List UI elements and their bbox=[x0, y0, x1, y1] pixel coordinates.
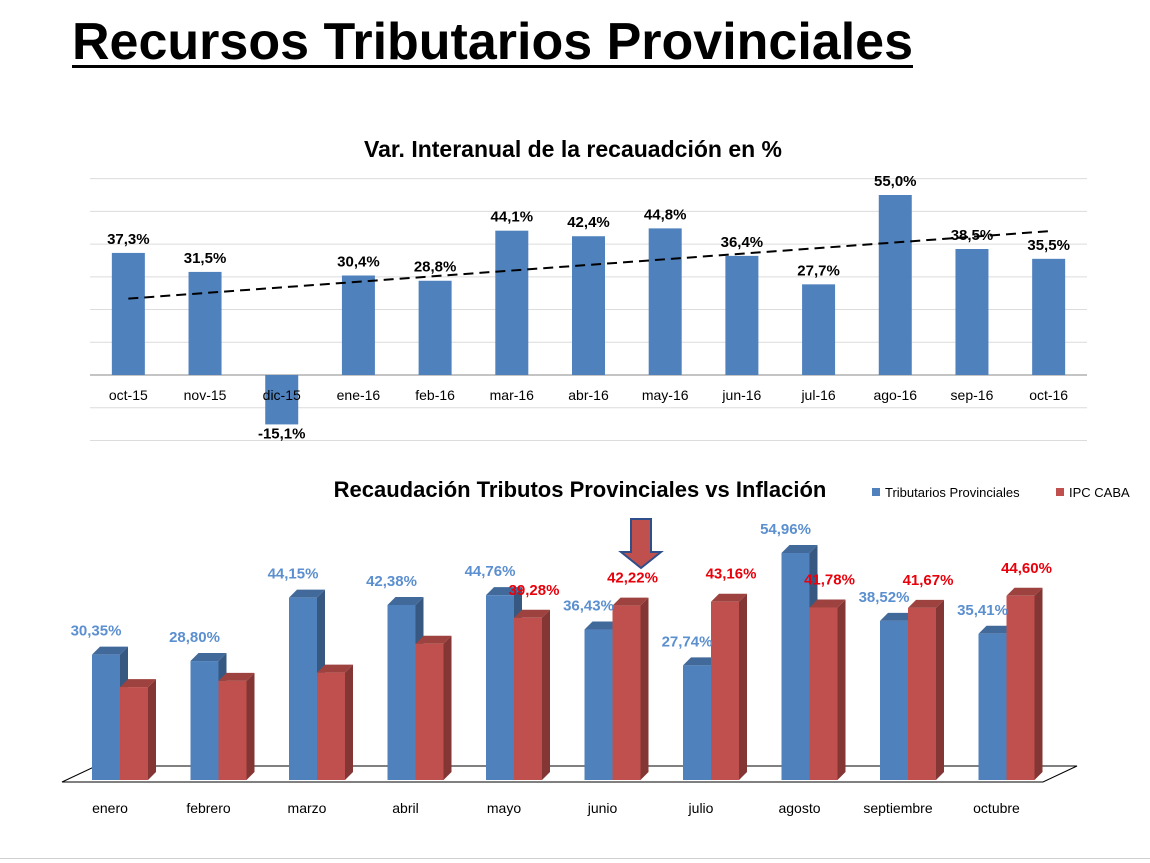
chart1-data-label: 35,5% bbox=[1027, 237, 1070, 254]
chart1-data-label: 27,7% bbox=[797, 262, 840, 279]
chart2-data-label-tributarios: 28,80% bbox=[169, 629, 220, 646]
junio-arrow-annotation bbox=[618, 518, 664, 570]
chart2-bar-ipc-octubre bbox=[1006, 587, 1043, 780]
chart2-data-label-tributarios: 35,41% bbox=[957, 602, 1008, 619]
chart1-bar-sep-16 bbox=[955, 249, 989, 375]
chart2-bar-ipc-enero bbox=[120, 679, 156, 780]
chart2-tick-label: abril bbox=[392, 800, 418, 816]
chart2-tick-label: julio bbox=[688, 800, 714, 816]
chart2-tick-label: octubre bbox=[973, 800, 1020, 816]
chart2-bar-ipc-marzo bbox=[317, 664, 353, 780]
chart2-data-label-ipc: 39,28% bbox=[509, 582, 560, 599]
chart1-data-label: 55,0% bbox=[874, 173, 917, 190]
chart1-data-label: -15,1% bbox=[258, 425, 306, 442]
chart2-bar-ipc-febrero bbox=[218, 672, 255, 780]
chart2-bar-ipc-junio bbox=[612, 597, 649, 780]
chart1-data-label: 36,4% bbox=[721, 234, 764, 251]
chart1-data-label: 44,8% bbox=[644, 206, 687, 223]
chart1-bar-feb-16 bbox=[418, 280, 452, 375]
chart1-bar-dic-15 bbox=[265, 375, 299, 425]
chart1-tick-label: ene-16 bbox=[337, 387, 381, 403]
chart1-tick-label: sep-16 bbox=[951, 387, 994, 403]
chart2-data-label-tributarios: 30,35% bbox=[71, 623, 122, 640]
chart1-bar-jul-16 bbox=[802, 284, 836, 375]
chart1-data-label: 44,1% bbox=[491, 209, 534, 226]
chart1-bar-ene-16 bbox=[341, 275, 375, 375]
bottom-divider bbox=[0, 858, 1150, 859]
chart2-tick-label: febrero bbox=[186, 800, 231, 816]
chart1-tick-label: oct-15 bbox=[109, 387, 148, 403]
chart2-data-label-tributarios: 42,38% bbox=[366, 573, 417, 590]
legend-swatch-ipc bbox=[1056, 488, 1064, 496]
chart1-data-label: 37,3% bbox=[107, 231, 150, 248]
chart1-bar-oct-15 bbox=[111, 252, 145, 375]
legend-label-ipc: IPC CABA bbox=[1069, 485, 1130, 500]
chart1-data-label: 30,4% bbox=[337, 254, 380, 271]
chart2-tick-label: enero bbox=[92, 800, 128, 816]
chart2-data-label-tributarios: 44,15% bbox=[268, 566, 319, 583]
legend-label-tributarios: Tributarios Provinciales bbox=[885, 485, 1020, 500]
chart1-data-label: 28,8% bbox=[414, 259, 457, 276]
chart2-bar-tributarios-marzo bbox=[289, 589, 325, 780]
chart2-data-label-ipc: 43,16% bbox=[706, 566, 757, 583]
legend-swatch-tributarios bbox=[872, 488, 880, 496]
chart1-title: Var. Interanual de la recauadción en % bbox=[364, 136, 782, 162]
chart1-data-label: 31,5% bbox=[184, 250, 227, 267]
chart1-tick-label: oct-16 bbox=[1029, 387, 1068, 403]
chart2-bar-ipc-septiembre bbox=[908, 599, 944, 780]
chart1-trendline bbox=[128, 230, 1049, 300]
chart2-bar-ipc-mayo bbox=[514, 609, 550, 780]
chart1-tick-label: dic-15 bbox=[263, 387, 301, 403]
chart2-tick-label: septiembre bbox=[863, 800, 932, 816]
chart2-tick-label: marzo bbox=[288, 800, 327, 816]
chart1-bar-mar-16 bbox=[495, 230, 529, 375]
chart2-bar-ipc-abril bbox=[415, 635, 452, 780]
chart1-bar-may-16 bbox=[648, 228, 682, 375]
chart1-bar-oct-16 bbox=[1032, 258, 1066, 375]
chart1-bar-nov-15 bbox=[188, 271, 222, 375]
chart1-bar-jun-16 bbox=[725, 255, 759, 375]
chart2-legend: Tributarios Provinciales IPC CABA bbox=[872, 485, 1130, 500]
chart1-tick-label: ago-16 bbox=[873, 387, 917, 403]
down-arrow-icon bbox=[618, 518, 664, 570]
chart1-bar-ago-16 bbox=[878, 195, 912, 375]
chart1-data-label: 42,4% bbox=[567, 214, 610, 231]
yoy-variation-chart: Var. Interanual de la recauadción en % 3… bbox=[90, 136, 1087, 442]
chart2-tick-label: junio bbox=[587, 800, 618, 816]
chart2-tick-label: agosto bbox=[778, 800, 820, 816]
chart2-data-label-ipc: 41,67% bbox=[903, 572, 954, 589]
chart1-data-label: 38,5% bbox=[951, 227, 994, 244]
chart2-bar-ipc-agosto bbox=[809, 599, 846, 780]
chart1-bar-abr-16 bbox=[572, 236, 605, 375]
chart1-tick-label: mar-16 bbox=[490, 387, 535, 403]
slide-title: Recursos Tributarios Provinciales bbox=[72, 13, 913, 71]
chart2-data-label-ipc: 44,60% bbox=[1001, 560, 1052, 577]
chart1-tick-label: jul-16 bbox=[800, 387, 835, 403]
chart2-data-label-ipc: 42,22% bbox=[607, 570, 658, 587]
chart2-tick-label: mayo bbox=[487, 800, 521, 816]
chart1-tick-label: abr-16 bbox=[568, 387, 609, 403]
chart2-data-label-ipc: 41,78% bbox=[804, 571, 855, 588]
chart2-data-label-tributarios: 38,52% bbox=[859, 589, 910, 606]
chart1-tick-label: may-16 bbox=[642, 387, 689, 403]
chart2-data-label-tributarios: 54,96% bbox=[760, 521, 811, 538]
chart2-title: Recaudación Tributos Provinciales vs Inf… bbox=[334, 477, 827, 502]
chart2-data-label-tributarios: 36,43% bbox=[563, 598, 614, 615]
chart2-bar-ipc-julio bbox=[711, 593, 747, 780]
chart1-tick-label: nov-15 bbox=[184, 387, 227, 403]
chart2-data-label-tributarios: 27,74% bbox=[662, 633, 713, 650]
chart1-tick-label: feb-16 bbox=[415, 387, 455, 403]
chart1-tick-label: jun-16 bbox=[721, 387, 761, 403]
chart2-data-label-tributarios: 44,76% bbox=[465, 563, 516, 580]
